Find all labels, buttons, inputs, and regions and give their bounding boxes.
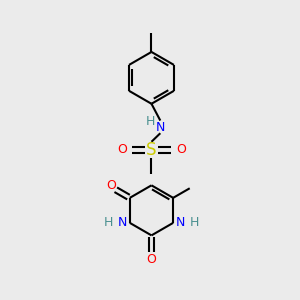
Text: O: O [146,253,156,266]
Text: O: O [176,143,186,157]
Text: H: H [189,216,199,230]
Text: S: S [146,141,157,159]
Text: N: N [156,122,165,134]
Text: H: H [104,216,114,230]
Text: O: O [117,143,127,157]
Text: O: O [106,179,116,192]
Text: H: H [146,115,156,128]
Text: N: N [176,216,185,230]
Text: N: N [118,216,127,230]
